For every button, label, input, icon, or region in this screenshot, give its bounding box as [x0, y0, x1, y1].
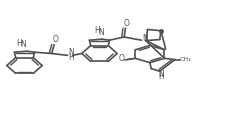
Text: N: N	[158, 70, 164, 79]
Text: N: N	[68, 48, 74, 57]
Text: H: H	[94, 26, 100, 36]
Text: H: H	[16, 39, 22, 48]
Text: CH₃: CH₃	[180, 57, 191, 62]
Text: O: O	[123, 19, 129, 28]
Text: H: H	[68, 53, 74, 62]
Text: O: O	[52, 35, 58, 44]
Text: O: O	[119, 54, 125, 64]
Text: H: H	[159, 72, 164, 81]
Text: N: N	[142, 34, 148, 43]
Text: N: N	[98, 28, 104, 37]
Text: N: N	[20, 40, 26, 49]
